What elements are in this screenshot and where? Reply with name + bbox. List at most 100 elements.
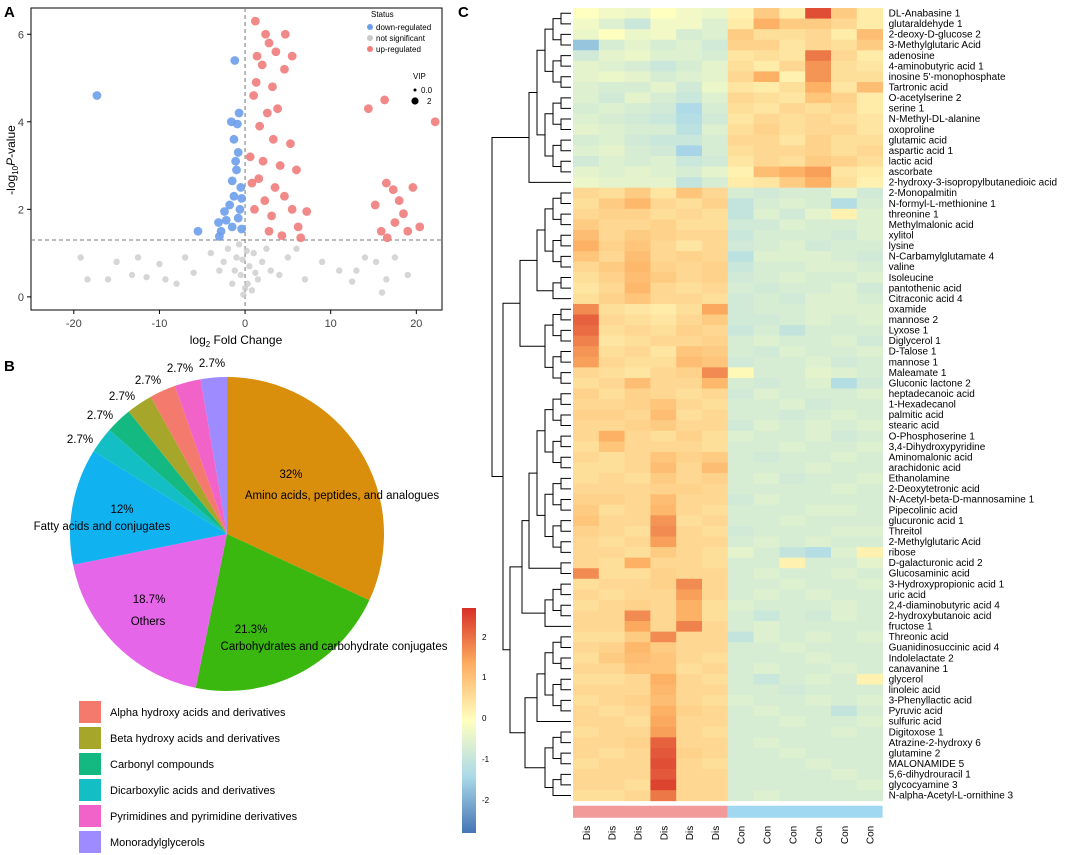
heatmap-cell xyxy=(650,155,677,167)
volcano-point-down-regulated xyxy=(232,119,242,129)
volcano-point-up-regulated xyxy=(271,47,281,57)
heatmap-cell xyxy=(573,430,600,442)
heatmap-cell xyxy=(624,747,651,759)
dendrogram-branch xyxy=(560,33,571,46)
heatmap-cell xyxy=(727,790,754,802)
dendrogram-branch xyxy=(544,409,553,453)
heatmap-cell xyxy=(753,451,780,463)
heatmap-cell xyxy=(573,219,600,231)
heatmap-cell xyxy=(727,71,754,83)
heatmap-cell xyxy=(624,29,651,41)
pie-pct-fatty: 12% xyxy=(110,504,133,516)
heatmap-cell xyxy=(650,113,677,125)
heatmap-cell xyxy=(598,599,625,611)
heatmap-cell xyxy=(856,684,883,696)
heatmap-cell xyxy=(727,155,754,167)
heatmap-cell xyxy=(779,71,806,83)
heatmap-cell xyxy=(753,673,780,685)
volcano-point-up-regulated xyxy=(390,218,400,227)
heatmap-cell xyxy=(598,71,625,83)
heatmap-cell xyxy=(805,261,832,273)
volcano-point-up-regulated xyxy=(376,226,386,236)
heatmap-cell xyxy=(779,652,806,664)
volcano-point-down-regulated xyxy=(214,232,224,241)
pie-legend-swatch-alpha xyxy=(79,701,101,723)
heatmap-cell xyxy=(727,103,754,115)
legend-swatch-up xyxy=(367,46,373,52)
heatmap-cell xyxy=(598,367,625,379)
heatmap-row-label: 2-Monopalmitin xyxy=(889,188,957,199)
heatmap-cell xyxy=(831,134,858,146)
heatmap-cell xyxy=(702,325,729,337)
heatmap-row-label: oxamide xyxy=(889,304,927,315)
heatmap-cell xyxy=(831,430,858,442)
heatmap-cell xyxy=(805,282,832,294)
heatmap-cell xyxy=(856,451,883,463)
heatmap-cell xyxy=(624,737,651,749)
heatmap-cell xyxy=(650,293,677,305)
heatmap-cell xyxy=(598,103,625,115)
heatmap-cell xyxy=(831,504,858,516)
heatmap-cell xyxy=(624,547,651,559)
heatmap-cell xyxy=(573,642,600,654)
heatmap-cell xyxy=(753,525,780,537)
heatmap-cell xyxy=(573,314,600,326)
heatmap-cell xyxy=(573,684,600,696)
heatmap-cell xyxy=(650,8,677,19)
heatmap-cell xyxy=(856,747,883,759)
heatmap-cell xyxy=(676,568,703,580)
pie-legend-swatch-carbonyl xyxy=(79,753,101,775)
heatmap-cell xyxy=(650,18,677,30)
heatmap-cell xyxy=(805,367,832,379)
heatmap-cell xyxy=(676,346,703,358)
dendrogram-branch xyxy=(560,372,571,384)
volcano-point-up-regulated xyxy=(262,108,272,118)
volcano-frame xyxy=(30,7,443,311)
heatmap-cell xyxy=(573,18,600,30)
heatmap-cell xyxy=(856,39,883,51)
heatmap-cell xyxy=(598,29,625,41)
heatmap-cell xyxy=(831,483,858,495)
heatmap-cell xyxy=(650,494,677,506)
heatmap-cell xyxy=(779,367,806,379)
heatmap-cell xyxy=(831,346,858,358)
volcano-point-not-significant xyxy=(348,278,356,285)
heatmap-cell xyxy=(573,557,600,569)
heatmap-cell xyxy=(702,621,729,633)
heatmap-row-label: Glucosaminic acid xyxy=(889,569,970,580)
heatmap-cell xyxy=(650,399,677,411)
dendrogram-branch xyxy=(552,398,561,421)
pie-legend-pyrimidine: Pyrimidines and pyrimidine derivatives xyxy=(110,811,298,823)
heatmap-cell xyxy=(650,779,677,791)
heatmap-cell xyxy=(753,642,780,654)
volcano-point-up-regulated xyxy=(252,51,262,61)
heatmap-cell xyxy=(805,684,832,696)
heatmap-cell xyxy=(727,229,754,241)
heatmap-cell xyxy=(573,589,600,601)
heatmap-column-label: Con xyxy=(763,826,774,844)
legend-item-down: down-regulated xyxy=(376,23,431,32)
pie-legend-swatch-dicarbox xyxy=(79,779,101,801)
heatmap-cell xyxy=(779,60,806,72)
heatmap-cell xyxy=(650,219,677,231)
heatmap-cell xyxy=(831,578,858,590)
heatmap-cell xyxy=(676,621,703,633)
heatmap-row-label: ascorbate xyxy=(889,167,933,178)
heatmap-cell xyxy=(676,124,703,136)
heatmap-cell xyxy=(753,187,780,199)
heatmap-cell xyxy=(624,578,651,590)
heatmap-cell xyxy=(805,758,832,770)
colorbar-tick-2: 2 xyxy=(482,633,487,642)
volcano-point-not-significant xyxy=(231,267,238,274)
heatmap-cell xyxy=(727,589,754,601)
heatmap-cell xyxy=(856,737,883,749)
heatmap-cell xyxy=(650,177,677,189)
heatmap-cell xyxy=(650,208,677,220)
volcano-point-not-significant xyxy=(263,245,270,252)
heatmap-cell xyxy=(727,621,754,633)
heatmap-cell xyxy=(727,557,754,569)
heatmap-cell xyxy=(598,113,625,125)
heatmap-cell xyxy=(727,293,754,305)
heatmap-cell xyxy=(779,430,806,442)
volcano-point-down-regulated xyxy=(233,213,243,223)
